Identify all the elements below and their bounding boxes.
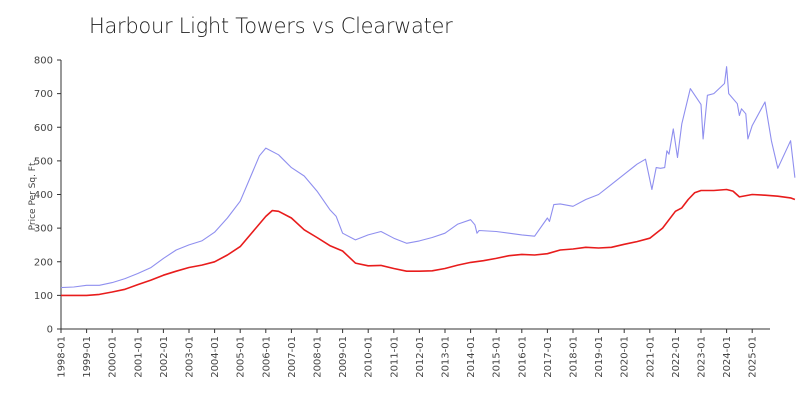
x-tick-label: 2007-01 <box>287 336 298 378</box>
x-tick-label: 2004-01 <box>210 336 221 378</box>
x-tick-label: 2014-01 <box>466 336 477 378</box>
x-tick-label: 2000-01 <box>108 336 119 378</box>
x-tick-label: 2021-01 <box>645 336 656 378</box>
x-tick-label: 2024-01 <box>722 336 733 378</box>
y-tick-label: 800 <box>34 56 53 67</box>
y-axis-title: Price Per Sq. Ft. <box>28 160 38 231</box>
x-tick-label: 2017-01 <box>543 336 554 378</box>
x-tick-label: 1999-01 <box>82 336 93 378</box>
series-line-1 <box>60 66 796 289</box>
y-tick-label: 100 <box>34 291 53 302</box>
x-tick-label: 2016-01 <box>517 336 528 378</box>
y-ticks: 0 100 200 300 400 500 600 700 800 <box>34 56 61 336</box>
x-tick-label: 2002-01 <box>159 336 170 378</box>
x-tick-label: 2020-01 <box>620 336 631 378</box>
x-tick-label: 2018-01 <box>569 336 580 378</box>
y-tick-label: 700 <box>34 89 53 100</box>
x-tick-label: 2022-01 <box>671 336 682 378</box>
x-tick-label: 2015-01 <box>492 336 503 378</box>
y-tick-label: 600 <box>34 123 53 134</box>
x-tick-label: 2009-01 <box>338 336 349 378</box>
x-ticks: 1998-01 1999-01 2000-01 2001-01 2002-01 2003-… <box>57 329 759 378</box>
x-tick-label: 2010-01 <box>364 336 375 378</box>
y-tick-label: 500 <box>34 156 53 167</box>
y-tick-label: 400 <box>34 190 53 201</box>
series-line-2 <box>61 188 796 297</box>
x-tick-label: 1998-01 <box>57 336 68 378</box>
axes <box>60 60 770 330</box>
x-tick-label: 2013-01 <box>441 336 452 378</box>
x-tick-label: 2003-01 <box>185 336 196 378</box>
y-tick-label: 200 <box>34 257 53 268</box>
x-tick-label: 2011-01 <box>389 336 400 378</box>
x-tick-label: 2001-01 <box>133 336 144 378</box>
x-tick-label: 2012-01 <box>415 336 426 378</box>
y-tick-label: 0 <box>47 325 53 336</box>
x-tick-label: 2023-01 <box>697 336 708 378</box>
x-tick-label: 2019-01 <box>594 336 605 378</box>
chart-title: Harbour Light Towers vs Clearwater <box>89 14 453 38</box>
y-tick-label: 300 <box>34 224 53 235</box>
x-tick-label: 2008-01 <box>313 336 324 378</box>
x-tick-label: 2006-01 <box>261 336 272 378</box>
series-layer <box>60 66 796 297</box>
x-tick-label: 2025-01 <box>748 336 759 378</box>
x-tick-label: 2005-01 <box>236 336 247 378</box>
